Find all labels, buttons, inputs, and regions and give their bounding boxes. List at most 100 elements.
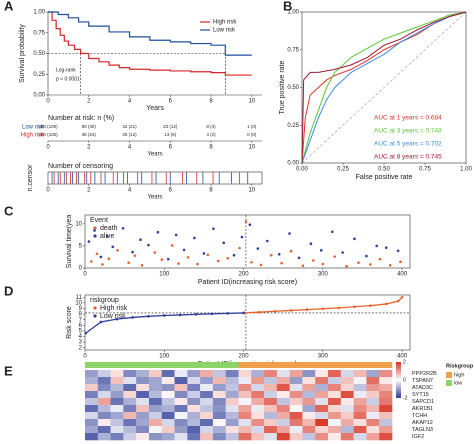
point [232,253,236,257]
heat-cell [161,412,175,420]
gene-label: AKAP12 [412,420,433,426]
point [353,237,356,241]
heat-cell [161,391,175,399]
panel-label: D [4,283,13,298]
x-tick-label: 10 [248,99,255,105]
heat-cell [251,426,265,434]
x-tick-label: 0.75 [419,167,431,173]
heat-cell [161,419,175,427]
heat-cell [238,426,252,434]
heat-cell [328,377,342,385]
point [206,253,210,257]
heat-cell [251,412,265,420]
heat-cell [97,370,111,378]
point [212,227,215,230]
heat-cell [148,398,163,406]
heat-cell [225,426,239,434]
auc-label: AUC at 1 years = 0.684 [374,115,442,122]
heat-cell [238,405,252,413]
point [156,230,160,234]
heat-cell [340,384,354,392]
x-tick-label: 0.00 [296,167,308,173]
point [147,243,150,247]
point [153,251,157,254]
heat-cell [302,426,316,434]
heat-cell [315,370,329,378]
heat-cell [148,419,163,427]
heat-cell [276,398,290,406]
legend-marker [93,306,97,310]
heat-cell [340,412,354,420]
annotation-cell [251,362,265,368]
annotation-cell [97,362,111,368]
heat-cell [353,391,367,399]
heat-cell [212,398,227,406]
heat-cell [238,419,252,427]
heat-cell [238,433,252,441]
heat-cell [315,419,329,427]
heat-cell [136,377,150,385]
heat-cell [276,384,290,392]
heat-cell [340,433,354,441]
point [131,316,134,319]
annotation-cell [136,362,150,368]
legend-title: Event [90,217,108,224]
annotation-cell [238,362,252,368]
heat-cell [328,426,342,434]
point [258,310,261,314]
legend-label: death [100,225,118,232]
x-tick-label: 8 [209,99,213,105]
point [105,234,109,238]
heat-cell [289,377,303,385]
heat-cell [379,398,393,406]
heat-cell [315,433,329,441]
point [400,295,404,299]
y-tick-label: 1.00 [287,10,299,16]
heat-cell [97,405,111,413]
point [250,260,253,264]
heat-cell [97,412,111,420]
risk-cell: 42 (21) [122,124,137,129]
heat-cell [97,391,111,399]
gene-label: SYT15 [412,392,429,398]
heat-cell [148,370,163,378]
point [182,248,186,252]
point [240,235,244,239]
y-tick-label: 11 [76,295,83,301]
heat-cell [212,377,227,385]
x-tick-label: 0 [46,188,50,194]
point [384,302,388,306]
heat-cell [276,370,290,378]
heat-cell [110,419,124,427]
x-tick-label: 8 [209,145,213,151]
y-tick-label: 0.25 [33,72,45,78]
heat-cell [161,377,175,385]
point [357,261,360,265]
x-tick-label: 0 [46,99,50,105]
heat-cell [353,370,367,378]
heat-cell [85,384,99,392]
heat-cell [315,412,329,420]
heat-cell [366,377,380,385]
auc-label: AUC at 8 years = 0.745 [374,154,442,161]
y-tick-label: 4 [79,334,83,340]
heat-cell [302,419,316,427]
annotation-cell [302,362,316,368]
point [384,246,388,249]
heat-cell [366,398,380,406]
point [244,220,248,223]
heat-cell [85,370,99,378]
heat-cell [264,405,278,413]
x-tick-label: 6 [169,99,173,105]
point [311,259,315,262]
plot-frame [84,294,411,351]
y-tick-label: 10 [75,300,82,306]
risk-table-title: Number at risk: n (%) [48,115,114,122]
heat-cell [302,433,316,441]
point [341,251,344,254]
y-tick-label: 8 [79,312,83,318]
heat-cell [302,370,316,378]
y-tick-label: 0 [79,266,83,272]
x-tick-label: 8 [209,188,213,194]
point [111,245,115,249]
